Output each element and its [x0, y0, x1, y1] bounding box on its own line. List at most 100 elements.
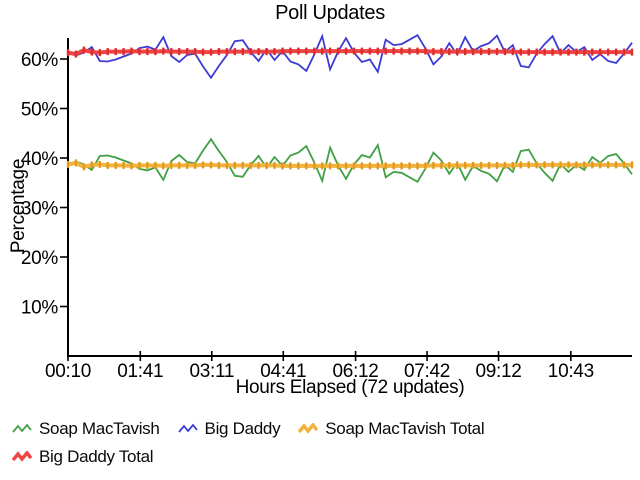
series-marker — [599, 161, 602, 169]
series-marker — [193, 161, 197, 169]
series-marker — [138, 161, 141, 169]
y-tick-label: 30% — [21, 199, 59, 220]
legend-label: Soap MacTavish Total — [325, 419, 485, 438]
legend-line-icon — [12, 423, 32, 433]
series-marker — [162, 47, 165, 55]
series-marker — [567, 48, 570, 56]
series-marker — [313, 162, 316, 170]
series-marker — [321, 162, 324, 170]
series-marker — [432, 48, 435, 56]
series-marker — [217, 161, 221, 169]
x-tick-label: 04:41 — [260, 361, 306, 382]
series-marker — [575, 161, 578, 169]
series-marker — [567, 161, 570, 169]
series-marker — [201, 48, 205, 56]
series-marker — [495, 161, 499, 169]
series-marker — [178, 48, 181, 56]
series-marker — [170, 161, 173, 169]
x-tick-label: 00:10 — [45, 361, 91, 382]
series-marker — [209, 48, 213, 56]
series-marker — [297, 162, 300, 170]
series-marker — [416, 162, 419, 170]
series-marker — [352, 162, 356, 170]
series-marker — [66, 49, 70, 57]
series-marker — [408, 47, 411, 55]
series-marker — [233, 48, 236, 56]
y-tick-label: 60% — [21, 50, 59, 71]
series-marker — [289, 162, 292, 170]
series-marker — [551, 161, 554, 169]
series-marker — [122, 48, 125, 56]
series-marker — [392, 162, 395, 170]
series-line-soap-mactavish — [67, 137, 633, 184]
y-tick-label: 40% — [21, 149, 59, 170]
series-marker — [82, 163, 86, 171]
series-marker — [98, 49, 101, 57]
series-marker — [519, 161, 522, 169]
series-marker — [583, 161, 586, 169]
series-marker — [464, 48, 467, 56]
series-marker — [313, 47, 316, 55]
series-marker — [106, 161, 109, 169]
series-marker — [551, 48, 554, 56]
series-marker — [130, 47, 133, 55]
series-marker — [257, 161, 260, 169]
series-marker — [328, 162, 332, 170]
series-marker — [471, 48, 475, 56]
series-marker — [376, 162, 379, 170]
series-marker — [146, 161, 149, 169]
series-line-soap-mactavish-total — [67, 160, 632, 170]
series-marker — [519, 48, 522, 56]
legend-item-soap-mactavish: Soap MacTavish — [12, 417, 160, 441]
series-marker — [487, 161, 491, 169]
series-marker — [106, 48, 109, 56]
series-marker — [90, 161, 93, 169]
series-marker — [479, 48, 483, 56]
series-marker — [273, 161, 276, 169]
series-marker — [273, 48, 276, 56]
series-marker — [328, 47, 332, 55]
series-marker — [630, 161, 634, 169]
series-marker — [201, 161, 205, 169]
series-marker — [225, 48, 229, 56]
axes: 10% 20% 30% 40% 50% 60% 00:10 01:41 03:11 04:41 06… — [21, 38, 632, 382]
legend-item-big-daddy: Big Daddy — [177, 417, 281, 441]
series-marker — [114, 48, 117, 56]
series-marker — [154, 161, 157, 169]
series-marker — [130, 162, 133, 170]
series-marker — [352, 47, 356, 55]
series-marker — [74, 159, 78, 167]
series-marker — [400, 162, 403, 170]
series-marker — [543, 161, 546, 169]
legend-item-big-daddy-total: Big Daddy Total — [12, 445, 154, 469]
legend-line-icon — [298, 423, 319, 434]
series-marker — [336, 162, 340, 170]
series-marker — [305, 162, 308, 170]
legend-line-glyph — [12, 423, 32, 433]
legend-line-glyph — [177, 423, 198, 433]
series-marker — [336, 47, 340, 55]
series-marker — [233, 161, 236, 169]
x-tick-label: 06:12 — [333, 361, 379, 382]
series-marker — [360, 47, 364, 55]
series-marker — [265, 48, 268, 56]
series-marker — [114, 161, 117, 169]
series-big-daddy — [67, 33, 633, 80]
series-marker — [249, 161, 252, 169]
series-marker — [424, 47, 427, 55]
series-marker — [82, 46, 86, 54]
series-marker — [392, 47, 395, 55]
series-marker — [614, 161, 618, 169]
series-marker — [448, 161, 451, 169]
series-marker — [464, 161, 467, 169]
series-marker — [408, 162, 411, 170]
series-soap-mactavish-total — [66, 159, 634, 171]
series-marker — [193, 48, 197, 56]
series-marker — [456, 48, 459, 56]
series-marker — [249, 48, 252, 56]
series-marker — [360, 162, 364, 170]
series-marker — [622, 48, 626, 56]
series-marker — [241, 161, 244, 169]
